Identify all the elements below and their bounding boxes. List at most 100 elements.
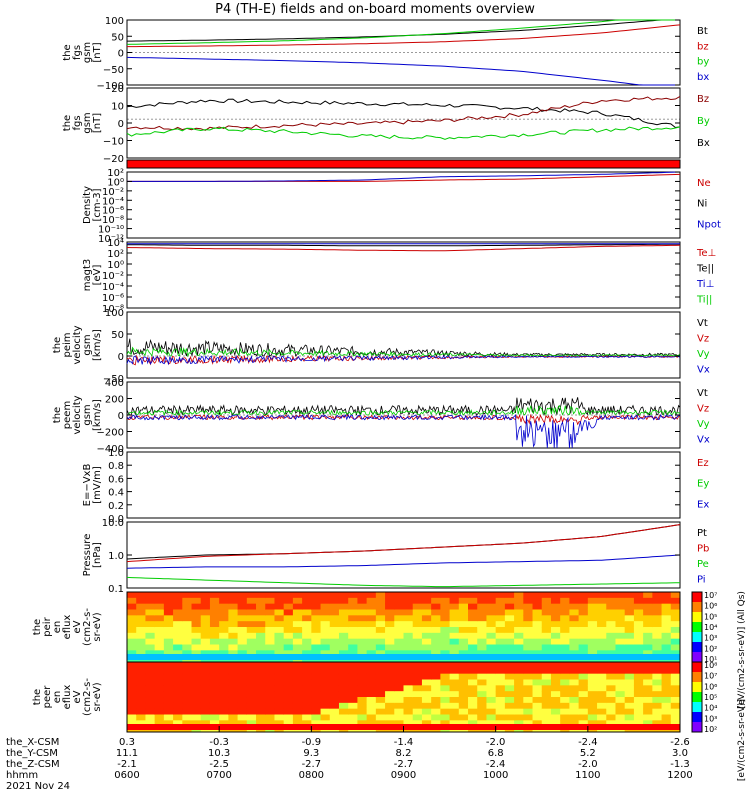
spectrogram-cell: [633, 644, 644, 651]
spectrogram-cell: [246, 667, 257, 675]
spectrogram-cell: [541, 720, 552, 727]
spectrogram-cell: [154, 609, 165, 616]
spectrogram-cell: [274, 597, 285, 605]
spectrogram-cell: [661, 621, 672, 628]
spectrogram-cell: [633, 632, 644, 640]
spectrogram-cell: [541, 679, 552, 686]
spectrogram-cell: [237, 691, 248, 698]
spectrogram-cell: [394, 714, 404, 721]
spectrogram-cell: [127, 708, 137, 715]
spectrogram-cell: [329, 702, 340, 710]
spectrogram-cell: [550, 627, 561, 634]
spectrogram-cell: [440, 667, 451, 675]
spectrogram-cell: [412, 685, 423, 692]
spectrogram-cell: [587, 714, 598, 721]
spectrogram-cell: [495, 644, 506, 651]
series-line: [127, 171, 681, 182]
spectrogram-cell: [136, 644, 146, 651]
spectrogram-cell: [606, 592, 616, 599]
spectrogram-cell: [560, 627, 570, 634]
spectrogram-cell: [468, 702, 478, 710]
spectrogram-cell: [532, 638, 543, 645]
spectrogram-cell: [468, 632, 478, 640]
spectrogram-cell: [329, 662, 340, 669]
spectrogram-cell: [624, 650, 635, 657]
spectrogram-cell: [311, 679, 322, 686]
spectrogram-cell: [468, 697, 478, 704]
spectrogram-cell: [191, 603, 202, 610]
y-tick-label: 10⁻¹²: [98, 234, 124, 245]
spectrogram-cell: [514, 714, 524, 721]
spectrogram-cell: [274, 621, 285, 628]
spectrogram-cell: [495, 679, 506, 686]
spectrogram-cell: [412, 691, 423, 698]
spectrogram-cell: [145, 592, 156, 599]
spectrogram-cell: [228, 603, 239, 610]
spectrogram-cell: [468, 685, 478, 692]
spectrogram-cell: [523, 679, 534, 686]
spectrogram-cell: [624, 720, 635, 727]
spectrogram-cell: [302, 714, 312, 721]
spectrogram-cell: [550, 632, 561, 640]
spectrogram-cell: [237, 609, 248, 616]
spectrogram-cell: [670, 708, 681, 715]
spectrogram-cell: [136, 708, 146, 715]
spectrogram-cell: [652, 720, 663, 727]
y-axis-label: peem: [62, 401, 73, 429]
y-axis-label: the: [62, 115, 73, 131]
spectrogram-cell: [274, 667, 285, 675]
legend-entry: By: [697, 116, 710, 127]
legend-entry: Pi: [697, 575, 706, 586]
spectrogram-cell: [145, 609, 156, 616]
spectrogram-cell: [329, 673, 340, 680]
y-tick-label: −50: [103, 65, 124, 76]
colorbar-segment: [692, 662, 702, 673]
spectrogram-cell: [256, 638, 266, 645]
spectrogram-cell: [421, 714, 432, 721]
spectrogram-cell: [440, 597, 451, 605]
legend-entry: Ni: [697, 199, 707, 210]
spectrogram-cell: [246, 638, 257, 645]
spectrogram-cell: [486, 644, 497, 651]
spectrogram-cell: [311, 685, 322, 692]
spectrogram-cell: [458, 644, 469, 651]
spectrogram-cell: [385, 609, 395, 616]
spectrogram-cell: [578, 603, 589, 610]
y-tick-label: 10⁻⁸: [102, 215, 124, 226]
y-axis-label: sr-eV): [92, 612, 103, 641]
spectrogram-cell: [477, 592, 487, 599]
spectrogram-cell: [587, 720, 598, 727]
spectrogram-cell: [661, 592, 672, 599]
spectrogram-cell: [394, 609, 404, 616]
spectrogram-cell: [633, 597, 644, 605]
spectrogram-cell: [458, 615, 469, 622]
spectrogram-cell: [265, 638, 275, 645]
spectrogram-cell: [597, 609, 607, 616]
spectrogram-cell: [578, 592, 589, 599]
spectrogram-cell: [145, 708, 156, 715]
spectrogram-cell: [532, 662, 543, 669]
spectrogram-cell: [338, 691, 349, 698]
spectrogram-cell: [200, 597, 211, 605]
spectrogram-cell: [283, 667, 294, 675]
spectrogram-cell: [127, 644, 137, 651]
spectrogram-cell: [302, 679, 312, 686]
spectrogram-cell: [661, 667, 672, 675]
spectrogram-cell: [550, 714, 561, 721]
spectrogram-cell: [569, 667, 580, 675]
spectrogram-cell: [661, 702, 672, 710]
spectrogram-cell: [541, 597, 552, 605]
spectrogram-cell: [643, 685, 653, 692]
spectrogram-cell: [477, 714, 487, 721]
spectrogram-cell: [431, 644, 441, 651]
spectrogram-cell: [606, 597, 616, 605]
spectrogram-cell: [486, 702, 497, 710]
spectrogram-cell: [292, 667, 303, 675]
spectrogram-cell: [458, 632, 469, 640]
spectrogram-cell: [412, 638, 423, 645]
spectrogram-cell: [200, 632, 211, 640]
spectrogram-cell: [550, 644, 561, 651]
spectrogram-cell: [200, 667, 211, 675]
spectrogram-cell: [661, 603, 672, 610]
colorbar-tick-label: 10²: [704, 725, 717, 734]
